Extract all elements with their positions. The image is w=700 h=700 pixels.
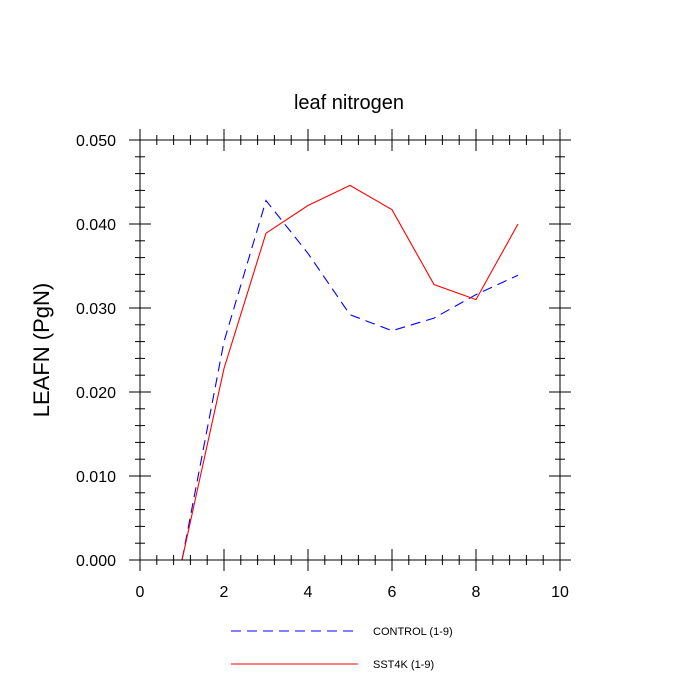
x-tick-label: 0 — [136, 584, 145, 601]
series-line-2 — [181, 184, 519, 561]
legend-label-1: CONTROL (1-9) — [373, 626, 453, 638]
y-tick-label: 0.010 — [76, 469, 116, 486]
x-tick-label: 10 — [551, 584, 569, 601]
x-tick-label: 6 — [388, 584, 397, 601]
chart-title: leaf nitrogen — [294, 92, 404, 114]
x-tick-label: 4 — [304, 584, 313, 601]
series-lines — [181, 184, 519, 561]
x-tick-labels: 0 2 4 6 8 10 — [136, 584, 569, 601]
x-tick-label: 2 — [220, 584, 229, 601]
y-tick-label: 0.040 — [76, 217, 116, 234]
y-tick-label: 0.000 — [76, 553, 116, 570]
x-tick-label: 8 — [472, 584, 481, 601]
y-tick-label: 0.050 — [76, 133, 116, 150]
y-axis-title: LEAFN (PgN) — [29, 283, 54, 417]
y-tick-labels: 0.000 0.010 0.020 0.030 0.040 0.050 — [76, 133, 116, 570]
legend: CONTROL (1-9) SST4K (1-9) — [231, 626, 453, 671]
plot-frame — [139, 139, 561, 561]
y-tick-label: 0.030 — [76, 301, 116, 318]
axis-ticks — [129, 129, 571, 571]
series-line-1 — [181, 199, 519, 561]
y-tick-label: 0.020 — [76, 385, 116, 402]
legend-label-2: SST4K (1-9) — [373, 659, 434, 671]
